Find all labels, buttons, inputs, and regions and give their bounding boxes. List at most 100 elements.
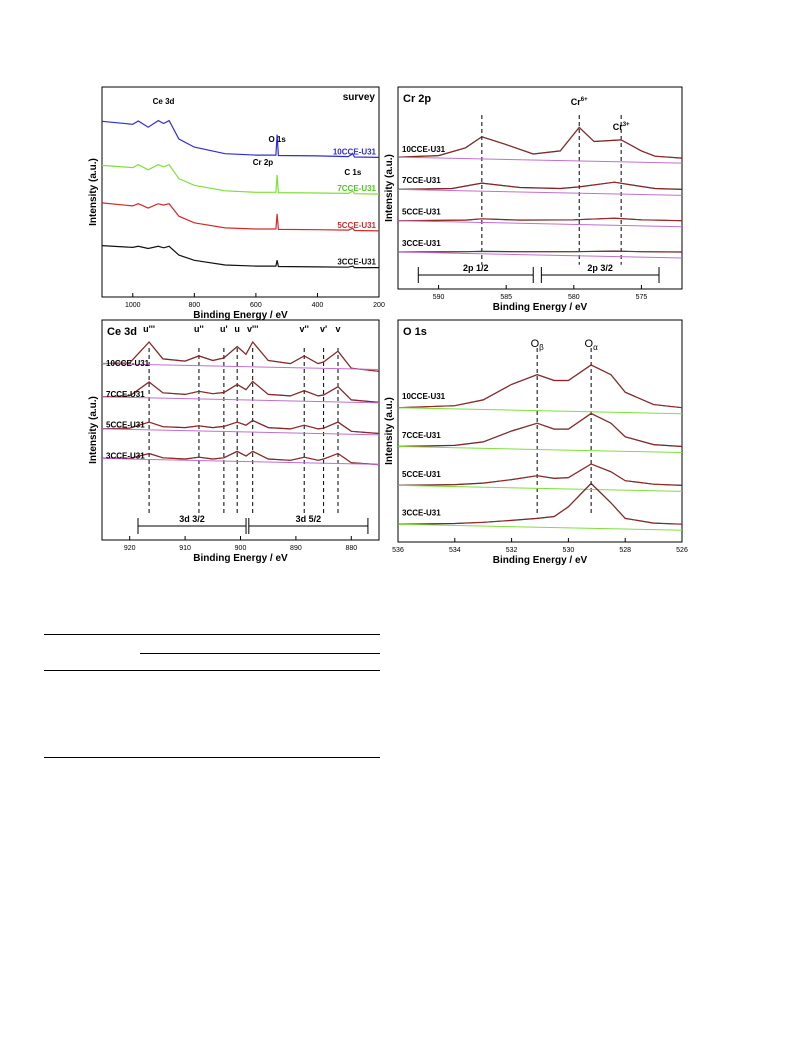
series-label: 3CCE-U31 (402, 509, 441, 518)
x-tick-label: 530 (563, 547, 575, 554)
x-tick-label: 910 (179, 545, 191, 552)
x-tick-label: 534 (449, 547, 461, 554)
peak-label: v'' (300, 324, 309, 334)
fit-envelope-line (102, 450, 380, 465)
series-label: 5CCE-U31 (106, 421, 145, 430)
baseline-line (101, 363, 380, 371)
x-tick-label: 900 (235, 545, 247, 552)
fit-envelope-line (101, 341, 380, 372)
peak-label: u (234, 324, 240, 334)
peak-label: v (335, 324, 340, 334)
fit-envelope-line (397, 181, 683, 190)
series-label: 3CCE-U31 (106, 451, 145, 460)
plot-frame (397, 319, 683, 543)
baseline-line (397, 220, 683, 228)
series-label: 10CCE-U31 (106, 359, 150, 368)
peak-label: Oβ (531, 338, 545, 352)
region-bracket-label: 2p 3/2 (587, 263, 613, 273)
y-axis-label: Intensity (a.u.) (88, 396, 99, 464)
series-label: 10CCE-U31 (402, 145, 446, 154)
table-bottom-rule (44, 757, 380, 758)
peak-annotation: C 1s (344, 168, 361, 177)
baseline-line (397, 156, 683, 164)
baseline-line (397, 251, 683, 259)
x-tick-label: 400 (312, 302, 324, 309)
table-header-rule (140, 653, 380, 654)
x-tick-label: 600 (250, 302, 262, 309)
baseline-line (397, 188, 683, 196)
fit-envelope-line (101, 380, 380, 403)
series-label: 5CCE-U31 (402, 207, 441, 216)
x-tick-label: 580 (568, 294, 580, 301)
x-axis-label: Binding Energy / eV (493, 555, 588, 566)
panel-label: O 1s (403, 326, 427, 338)
series-label: 3CCE-U31 (337, 258, 376, 267)
peak-label: v''' (247, 324, 258, 334)
panel-ce-3d: 920 910 900 890 880 Binding Energy / eV Intens… (88, 319, 380, 564)
x-tick-label: 585 (500, 294, 512, 301)
x-tick-label: 575 (636, 294, 648, 301)
peak-label: Cr3+ (613, 122, 630, 132)
peak-label-subscript: β (539, 343, 544, 352)
fit-envelope-line (397, 217, 683, 222)
peak-label-superscript: 6+ (581, 97, 588, 103)
panel-o-1s: 536 534 532 530 528 526 Binding Energy / eV Int… (384, 319, 688, 566)
panel-label: survey (343, 92, 376, 103)
x-axis-label: Binding Energy / eV (493, 302, 588, 313)
peak-label-subscript: α (593, 343, 598, 352)
series-label: 5CCE-U31 (337, 221, 376, 230)
plot-frame (101, 86, 380, 298)
region-bracket-label: 2p 1/2 (463, 263, 489, 273)
x-axis-label: Binding Energy / eV (193, 310, 288, 321)
region-bracket-label: 3d 3/2 (179, 514, 205, 524)
plot-frame (397, 86, 683, 290)
x-tick-label: 590 (433, 294, 445, 301)
panel-label: Cr 2p (403, 93, 431, 105)
fit-envelope-line (397, 413, 683, 447)
series-label: 7CCE-U31 (402, 431, 441, 440)
y-axis-label: Intensity (a.u.) (384, 154, 395, 222)
x-tick-label: 532 (506, 547, 518, 554)
series-label: 7CCE-U31 (337, 184, 376, 193)
fit-envelope-line (397, 126, 683, 159)
baseline-line (397, 484, 683, 492)
fit-envelope-line (397, 250, 683, 253)
baseline-line (101, 396, 380, 404)
table-top-rule (44, 634, 380, 635)
peak-label: Oα (585, 338, 599, 352)
x-axis-label: Binding Energy / eV (193, 553, 288, 564)
series-line (397, 364, 683, 409)
fit-envelope-line (397, 364, 683, 409)
series-line (101, 202, 380, 232)
x-tick-label: 920 (124, 545, 136, 552)
baseline-line (397, 523, 683, 531)
series-label: 10CCE-U31 (333, 147, 377, 156)
x-tick-label: 200 (373, 302, 385, 309)
series-line (101, 119, 380, 158)
peak-annotation: O 1s (268, 135, 286, 144)
x-tick-label: 1000 (125, 302, 141, 309)
x-tick-label: 880 (345, 545, 357, 552)
region-bracket-label: 3d 5/2 (296, 514, 322, 524)
series-label: 7CCE-U31 (106, 390, 145, 399)
peak-label: u' (220, 324, 228, 334)
peak-label-superscript: 3+ (623, 122, 630, 128)
peak-label: v' (320, 324, 327, 334)
x-tick-label: 526 (676, 547, 688, 554)
series-label: 7CCE-U31 (402, 176, 441, 185)
baseline-line (397, 446, 683, 454)
peak-label: u'' (194, 324, 204, 334)
panel-survey: 1000 800 600 400 200 Binding Energy / eV Inten… (88, 86, 385, 321)
y-axis-label: Intensity (a.u.) (88, 158, 99, 226)
baseline-line (101, 457, 380, 465)
series-label: 5CCE-U31 (402, 470, 441, 479)
panel-cr-2p: 590 585 580 575 Binding Energy / eV Intensity… (384, 86, 683, 313)
peak-label: u''' (143, 324, 155, 334)
x-tick-label: 800 (188, 302, 200, 309)
series-label: 3CCE-U31 (402, 239, 441, 248)
fit-envelope-line (101, 420, 380, 434)
x-tick-label: 890 (290, 545, 302, 552)
table-mid-rule (44, 670, 380, 671)
peak-label: Cr6+ (571, 97, 588, 107)
